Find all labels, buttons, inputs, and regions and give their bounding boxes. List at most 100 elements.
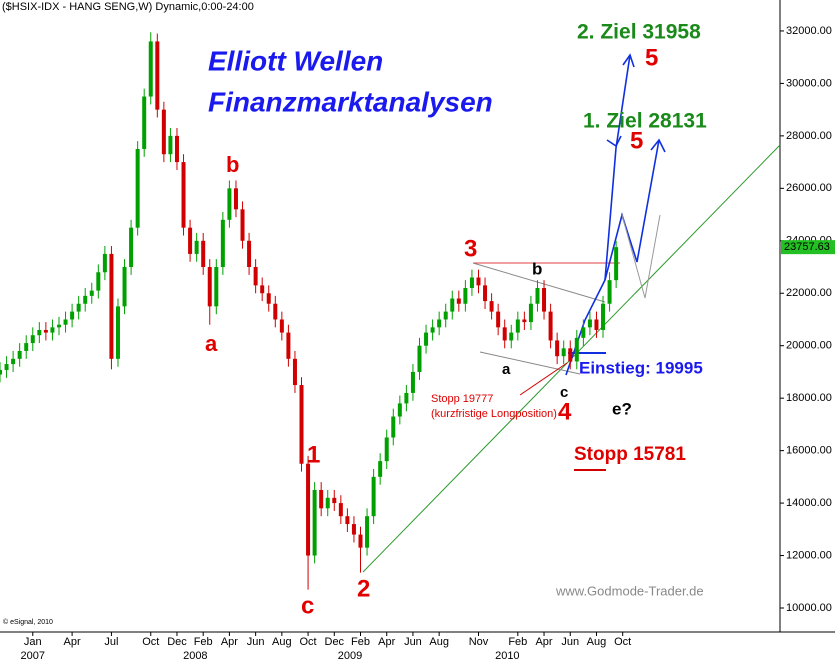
y-tick-label: 14000.00 [786,497,832,509]
candle-body [115,306,120,359]
x-tick-label: Oct [300,636,317,648]
candle-body [555,340,560,357]
candle-body [391,416,396,438]
candle [37,322,42,344]
annotation: Elliott Wellen [208,45,383,76]
candle-body [542,288,547,312]
annotation: 4 [558,398,572,425]
candle-body [266,293,271,304]
candle-body [463,288,468,304]
candle-body [240,209,245,241]
candle-body [109,253,114,359]
candle [122,259,127,315]
candle-body [587,319,592,328]
candle-body [194,240,199,254]
candle [227,180,232,228]
annotation: (kurzfristige Longposition) [431,408,557,420]
last-value-box [781,240,835,255]
candle [555,332,560,365]
candle [247,232,252,275]
candle-body [489,301,494,312]
annotation: 3 [464,235,477,262]
candle [312,482,317,564]
candle-body [148,41,153,97]
annotation: 5 [645,44,658,71]
candle-body [469,277,474,288]
candle [345,508,350,532]
candle [50,319,55,341]
candle-body [515,319,520,333]
candle-body [522,319,527,323]
candle [63,311,68,333]
candle-body [233,188,238,210]
candle-body [378,461,383,477]
candle-body [214,267,219,307]
annotation: 1. Ziel 28131 [583,110,707,133]
candle-body [574,337,579,362]
candle [509,324,514,349]
x-tick-label: Aug [429,636,449,648]
candle [535,280,540,312]
candle [548,303,553,349]
candle [587,311,592,336]
year-label: 2010 [495,650,519,662]
candle-body [535,288,540,304]
candle [450,290,455,320]
candle [338,495,343,525]
candle [148,32,153,105]
candle-body [319,489,324,509]
candle-body [70,311,75,320]
candle-body [188,227,193,254]
x-tick-label: Dec [167,636,187,648]
annotation: c [560,384,568,401]
candle-body [273,303,278,320]
annotation: 1 [307,441,320,468]
candle [220,211,225,275]
x-tick-label: Aug [587,636,607,648]
candle [129,219,134,275]
candle [83,288,88,312]
x-tick-label: Aug [272,636,292,648]
candle-body [279,319,284,333]
candle-body [83,295,88,304]
candle-body [332,497,337,504]
candle-body [207,267,212,307]
candle-body [306,463,311,556]
candle-body [496,311,501,328]
candle-body [24,343,29,351]
candle-body [129,227,134,268]
candle [614,240,619,288]
stop-pointer [519,362,568,396]
annotation: a [205,331,218,356]
candle [607,272,612,312]
candle-body [247,240,252,268]
candle [0,362,2,383]
candle [424,324,429,354]
candle-body [76,303,81,312]
candle-body [50,327,55,333]
candle-body [568,348,573,362]
candle-body [483,285,488,302]
candle-body [614,247,619,281]
x-tick-label: Dec [325,636,345,648]
candle-body [0,369,2,375]
y-tick-label: 22000.00 [786,287,832,299]
candle-body [4,364,9,370]
candle [292,350,297,393]
candle [502,319,507,349]
candle [594,311,599,338]
x-tick-label: Apr [535,636,552,648]
candle [384,429,389,469]
candle [568,340,573,370]
candle [542,280,547,320]
candle-body [11,358,16,365]
candle [469,269,474,296]
x-tick-label: Jun [247,636,265,648]
annotation: c [301,592,314,619]
y-tick-label: 18000.00 [786,392,832,404]
candle-body [220,219,225,268]
x-tick-label: Oct [614,636,631,648]
candle [70,303,75,328]
candle-body [30,335,35,344]
y-tick-label: 26000.00 [786,182,832,194]
